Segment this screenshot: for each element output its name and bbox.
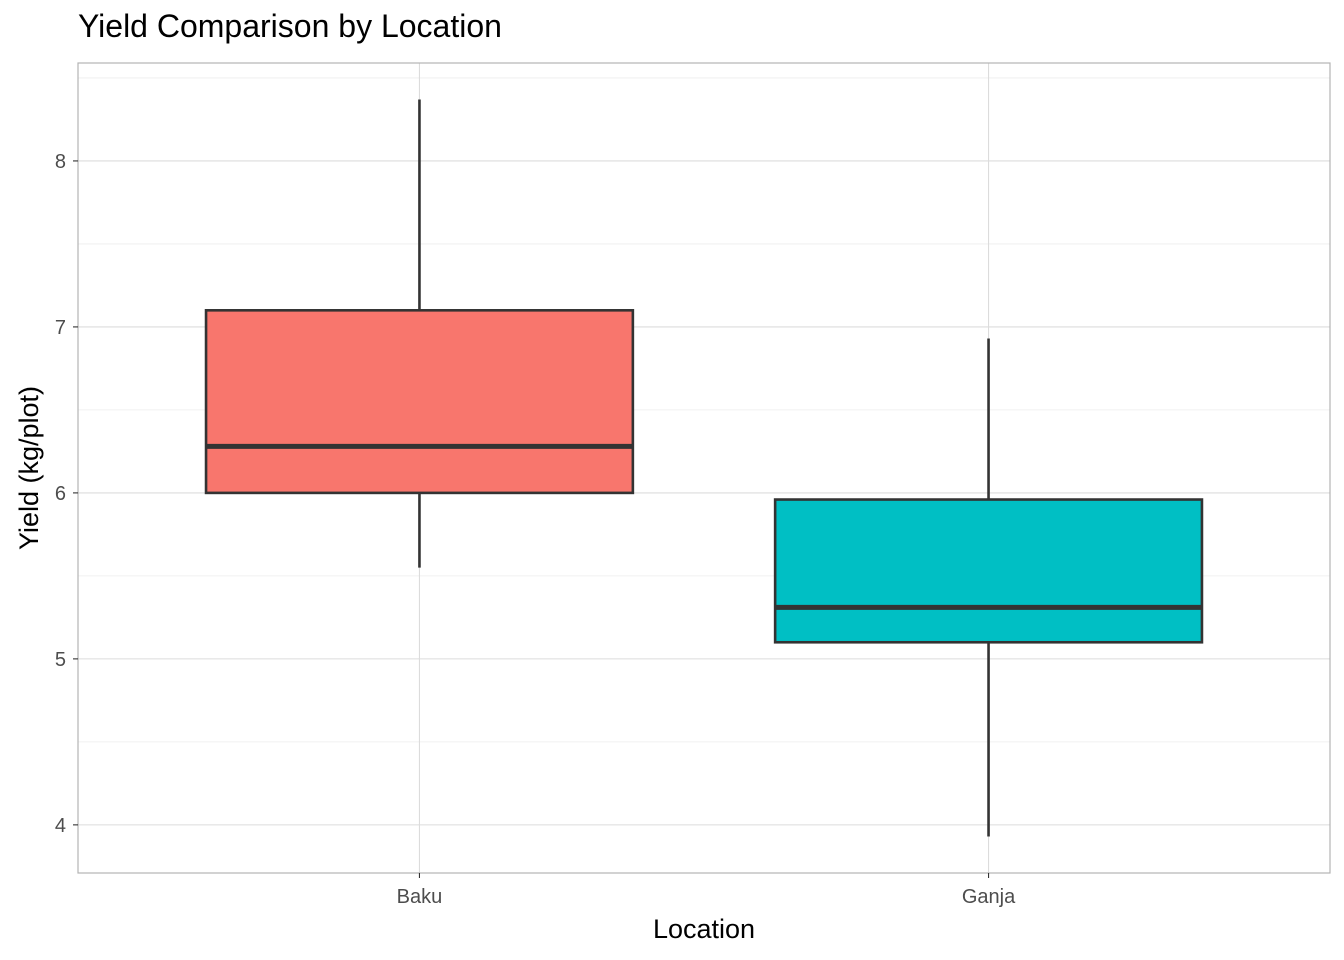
y-tick-label: 7 [55, 317, 66, 339]
chart-title: Yield Comparison by Location [78, 8, 502, 44]
x-axis: Baku Ganja [397, 873, 1016, 908]
x-tick-label: Baku [397, 886, 443, 908]
y-tick-label: 8 [55, 151, 66, 173]
iqr-box [204, 309, 635, 495]
x-axis-title: Location [653, 914, 755, 944]
y-axis-title: Yield (kg/plot) [14, 386, 44, 550]
y-axis: 4 5 6 7 8 [55, 151, 78, 837]
y-tick-label: 6 [55, 483, 66, 505]
box-ganja [773, 338, 1204, 837]
panel-border [77, 62, 1331, 874]
box-baku [204, 99, 635, 568]
y-tick-label: 4 [55, 815, 66, 837]
y-tick-label: 5 [55, 649, 66, 671]
x-tick-label: Ganja [962, 886, 1016, 908]
iqr-box [773, 498, 1204, 644]
box-series [204, 99, 1204, 837]
